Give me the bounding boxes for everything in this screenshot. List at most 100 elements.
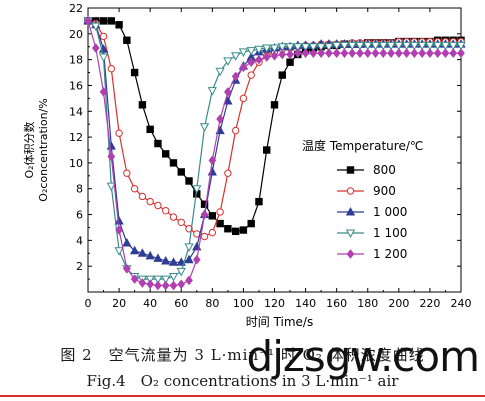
series-1100-point — [223, 57, 233, 66]
y-tick-label: 22 — [69, 2, 83, 15]
series-1200-point — [418, 48, 426, 58]
o2-concentration-chart: 0 20 40 60 80 100 120 140 160 180 200 220 240 2 4 6 8 10 1… — [22, 2, 472, 329]
x-tick-label: 100 — [233, 297, 254, 310]
series-1100-point — [176, 267, 186, 277]
series-1200-point — [161, 280, 170, 291]
series-1200-point — [379, 48, 388, 58]
series-800-point — [130, 68, 139, 77]
series-1100-point — [293, 43, 303, 52]
legend-title: 温度 Temperature/℃ — [302, 138, 423, 153]
legend-item-1100-label: 1 100 — [373, 226, 407, 240]
series-1100-point — [91, 22, 101, 32]
series-1200-point — [216, 114, 224, 124]
x-tick-label: 40 — [143, 297, 157, 310]
series-1100-point — [168, 273, 179, 282]
series-1100-point — [370, 41, 381, 51]
series-800-point — [200, 200, 209, 208]
series-1200-point — [410, 48, 419, 58]
series-1100-point — [363, 41, 373, 51]
legend: 温度 Temperature/℃ 800 900 1 000 1 100 1 200 — [302, 138, 423, 261]
legend-item-900-label: 900 — [373, 184, 396, 198]
series-1100-point — [332, 41, 342, 51]
legend-item-1100-marker — [345, 229, 356, 239]
series-1200-point — [363, 48, 372, 58]
series-1200-point — [130, 274, 139, 284]
series-1100-point — [285, 43, 295, 52]
series-1200-point — [387, 48, 395, 58]
series-1100-point — [98, 53, 109, 63]
series-900-point — [123, 169, 131, 177]
y-tick-label: 6 — [76, 209, 83, 222]
series-layer — [83, 15, 466, 291]
series-800-point — [177, 168, 185, 176]
series-1100-point — [262, 44, 272, 54]
series-800-point — [185, 177, 193, 185]
series-1100-point — [417, 41, 427, 51]
series-1000-point — [161, 255, 171, 265]
x-tick-label: 120 — [264, 297, 285, 310]
series-1100-point — [277, 43, 287, 52]
series-1100-point — [347, 41, 357, 51]
series-800-point — [154, 139, 162, 148]
series-1200-point — [441, 48, 450, 58]
y-tick-label: 16 — [69, 79, 83, 92]
series-1100-point — [394, 41, 404, 51]
series-1200-point — [348, 48, 357, 58]
x-tick-label: 0 — [85, 297, 92, 310]
series-1100-point — [161, 275, 171, 285]
series-900-point — [99, 32, 108, 41]
series-1200-point — [208, 155, 217, 166]
figure-caption-chinese: 图 2 空气流量为 3 L·min⁻¹ 时 O₂ 体积浓度曲线 — [60, 346, 425, 364]
series-1000-point — [153, 253, 163, 262]
series-900-point — [224, 169, 232, 177]
series-1200-point — [247, 57, 256, 68]
series-1100-point — [316, 43, 326, 52]
legend-item-1000-label: 1 000 — [373, 205, 407, 219]
series-1200-point — [457, 48, 465, 58]
series-900-point — [130, 185, 139, 193]
series-1100-point — [433, 41, 443, 51]
caption-divider — [0, 395, 485, 397]
series-1200-point — [340, 48, 349, 58]
series-800-point — [123, 36, 131, 44]
series-1000-point — [207, 166, 217, 176]
series-800-point — [247, 219, 255, 228]
series-1100-point — [300, 43, 311, 52]
series-1100-point — [215, 67, 225, 77]
series-1100-point — [153, 275, 163, 285]
series-900-point — [208, 228, 217, 237]
series-1100-point — [231, 52, 241, 61]
y-axis-label-en: O₂concentration/% — [37, 98, 50, 201]
series-1100-point — [355, 41, 365, 51]
site-watermark: djzsgw.com — [246, 332, 480, 381]
series-1100-point — [114, 247, 124, 256]
series-800-point — [107, 17, 116, 25]
x-tick-label: 20 — [112, 297, 126, 310]
series-800-point — [99, 17, 108, 25]
series-900-point — [107, 64, 116, 73]
series-1200-point — [402, 48, 411, 58]
y-tick-label: 2 — [76, 260, 83, 273]
series-1200-point — [356, 48, 364, 58]
series-900-point — [216, 208, 224, 216]
series-800-point — [239, 226, 248, 234]
series-900-point — [200, 232, 209, 241]
series-1200-point — [91, 43, 100, 53]
series-900-point — [247, 71, 255, 79]
series-900-point — [239, 94, 248, 103]
y-tick-label: 8 — [76, 183, 83, 196]
x-tick-label: 60 — [174, 297, 188, 310]
y-axis-label-cn: O₂体积分数 — [22, 121, 36, 178]
legend-item-1200-marker — [346, 249, 355, 259]
series-1200-point — [317, 48, 325, 58]
series-1200-point — [231, 71, 240, 82]
series-900-point — [115, 129, 123, 137]
series-1000-point — [114, 215, 124, 225]
series-1100-point — [409, 41, 420, 51]
series-800-point — [169, 159, 178, 167]
series-1100-point — [324, 43, 334, 52]
series-900-point — [146, 197, 154, 206]
x-tick-label: 140 — [295, 297, 316, 310]
series-1100-point — [207, 87, 217, 96]
series-800-point — [270, 101, 279, 109]
